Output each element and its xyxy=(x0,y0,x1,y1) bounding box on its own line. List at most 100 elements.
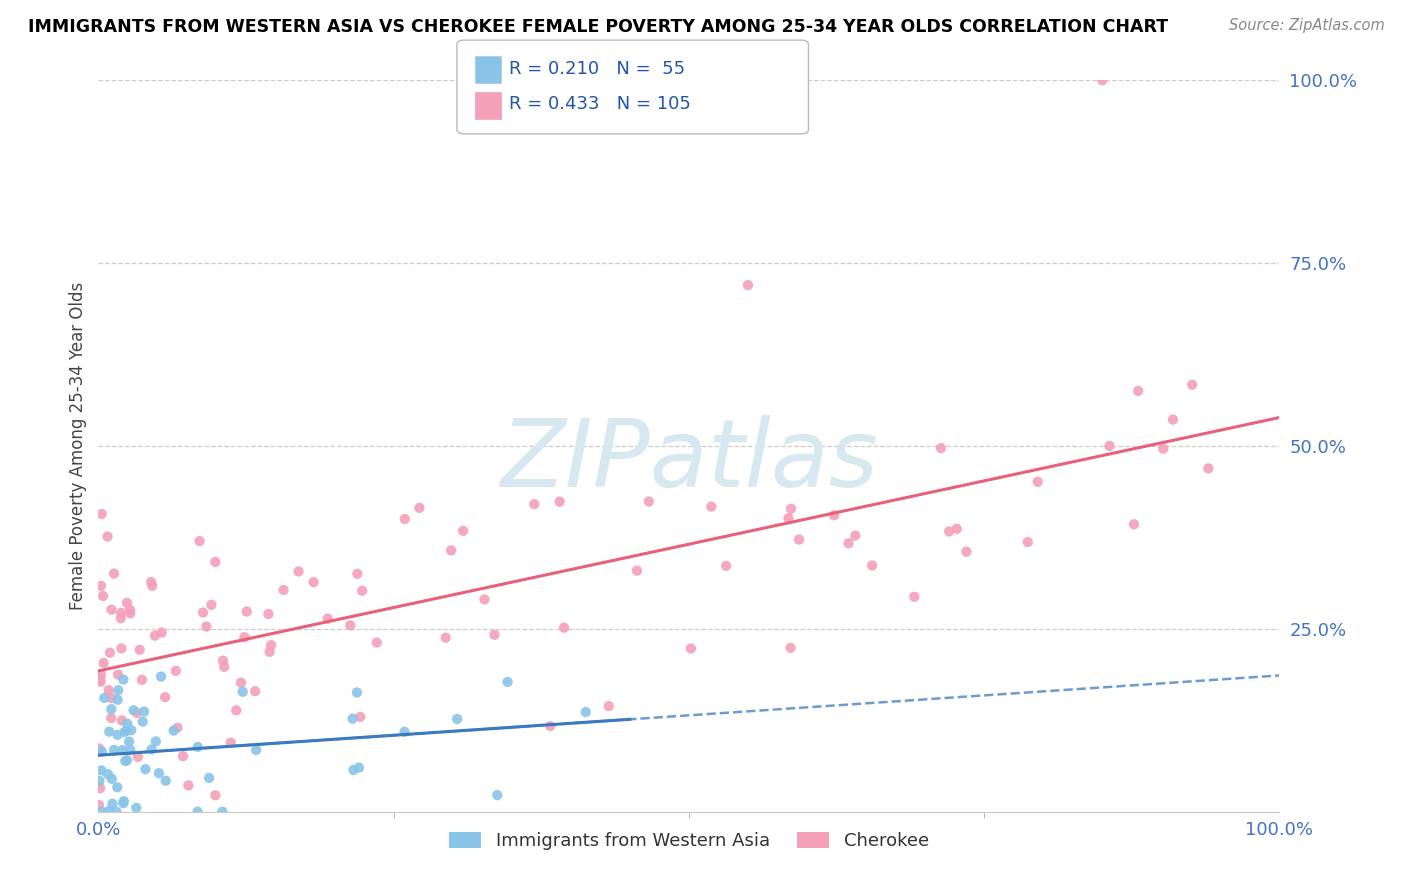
Point xyxy=(598,699,620,714)
Point xyxy=(408,500,430,515)
Point xyxy=(737,278,759,293)
Point xyxy=(89,781,111,796)
Point xyxy=(155,773,177,788)
Point xyxy=(105,780,128,795)
Point xyxy=(100,603,122,617)
Point xyxy=(103,743,125,757)
Point xyxy=(98,724,121,739)
Point xyxy=(91,589,114,603)
Point xyxy=(575,705,598,719)
Point xyxy=(90,674,112,689)
Point xyxy=(440,543,463,558)
Point xyxy=(446,712,468,726)
Point xyxy=(1161,412,1184,426)
Point xyxy=(100,702,122,716)
Point xyxy=(145,734,167,748)
Point xyxy=(89,774,111,789)
Point xyxy=(484,628,506,642)
Point xyxy=(394,724,416,739)
Point xyxy=(110,606,132,620)
Point xyxy=(115,723,138,738)
Point xyxy=(89,741,111,756)
Point xyxy=(139,575,162,590)
Point xyxy=(90,764,112,778)
Point xyxy=(780,501,803,516)
Point xyxy=(523,497,546,511)
Point xyxy=(1017,535,1039,549)
Point xyxy=(1181,377,1204,392)
Point xyxy=(112,794,135,808)
Point xyxy=(844,528,866,542)
Point xyxy=(929,441,952,455)
Point xyxy=(626,564,648,578)
Point xyxy=(486,788,509,802)
Point xyxy=(273,582,295,597)
Point xyxy=(1091,73,1114,87)
Point xyxy=(90,579,112,593)
Point xyxy=(100,711,122,725)
Point xyxy=(204,789,226,803)
Point xyxy=(538,719,561,733)
Point xyxy=(474,592,496,607)
Point xyxy=(342,763,364,777)
Point xyxy=(229,675,252,690)
Point xyxy=(125,801,148,815)
Y-axis label: Female Poverty Among 25-34 Year Olds: Female Poverty Among 25-34 Year Olds xyxy=(69,282,87,610)
Point xyxy=(115,596,138,610)
Point xyxy=(342,712,364,726)
Point xyxy=(131,714,153,729)
Point xyxy=(177,779,200,793)
Point xyxy=(235,605,257,619)
Point xyxy=(346,685,368,699)
Point xyxy=(211,805,233,819)
Point xyxy=(823,508,845,523)
Point xyxy=(243,684,266,698)
Point xyxy=(903,590,925,604)
Point xyxy=(257,607,280,621)
Point xyxy=(90,667,112,681)
Point xyxy=(110,641,132,656)
Point xyxy=(118,734,141,748)
Point xyxy=(96,530,118,544)
Point xyxy=(394,512,416,526)
Point xyxy=(1123,517,1146,532)
Point xyxy=(346,566,368,581)
Point xyxy=(98,646,121,660)
Point xyxy=(97,683,120,698)
Point xyxy=(187,739,209,754)
Point xyxy=(120,603,142,617)
Point xyxy=(352,583,374,598)
Point xyxy=(260,638,283,652)
Point xyxy=(114,725,136,739)
Point xyxy=(166,721,188,735)
Point xyxy=(195,619,218,633)
Point xyxy=(112,673,135,687)
Point xyxy=(150,669,173,683)
Point xyxy=(837,536,859,550)
Point xyxy=(451,524,474,538)
Point xyxy=(349,710,371,724)
Point xyxy=(198,771,221,785)
Point xyxy=(225,703,247,717)
Point xyxy=(141,579,163,593)
Point xyxy=(90,744,112,758)
Point xyxy=(93,690,115,705)
Point xyxy=(105,805,128,819)
Text: ZIPatlas: ZIPatlas xyxy=(501,415,877,506)
Point xyxy=(143,629,166,643)
Point xyxy=(90,507,112,521)
Point xyxy=(366,635,388,649)
Point xyxy=(779,640,801,655)
Point xyxy=(153,690,176,705)
Point xyxy=(97,767,120,781)
Point xyxy=(115,716,138,731)
Point xyxy=(200,598,222,612)
Point xyxy=(141,742,163,756)
Point xyxy=(120,607,142,621)
Point xyxy=(679,641,702,656)
Point xyxy=(347,761,370,775)
Point xyxy=(700,500,723,514)
Point xyxy=(938,524,960,539)
Point xyxy=(245,743,267,757)
Point xyxy=(496,674,519,689)
